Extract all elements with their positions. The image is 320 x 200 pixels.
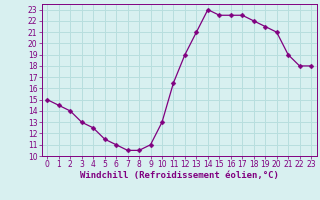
X-axis label: Windchill (Refroidissement éolien,°C): Windchill (Refroidissement éolien,°C) bbox=[80, 171, 279, 180]
